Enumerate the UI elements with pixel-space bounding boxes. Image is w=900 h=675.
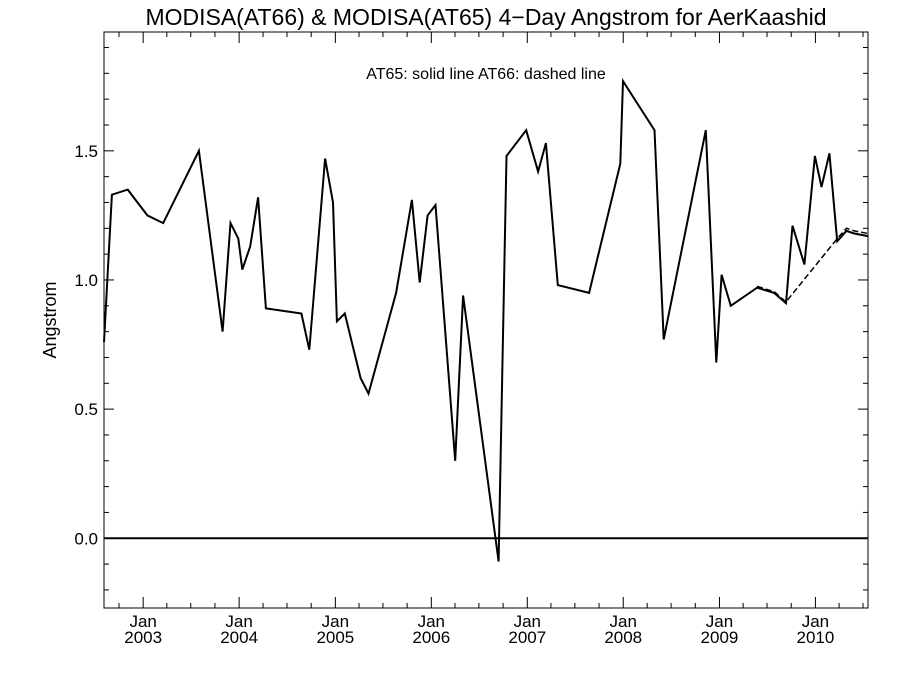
y-axis-ticks: 0.0 0.5 1.0 1.5 bbox=[74, 46, 868, 591]
x-tick-label-month: Jan bbox=[322, 612, 349, 631]
y-tick-label: 1.0 bbox=[74, 271, 98, 290]
plot-frame bbox=[103, 31, 869, 609]
x-tick-label-year: 2004 bbox=[220, 628, 258, 647]
x-tick-label-month: Jan bbox=[706, 612, 733, 631]
x-axis-ticks: Jan2003Jan2004Jan2005Jan2006Jan2007Jan20… bbox=[118, 32, 864, 647]
x-tick-label-year: 2005 bbox=[316, 628, 354, 647]
x-tick-label-month: Jan bbox=[610, 612, 637, 631]
y-tick-label: 1.5 bbox=[74, 142, 98, 161]
y-tick-label: 0.5 bbox=[74, 400, 98, 419]
series-group bbox=[103, 77, 869, 562]
x-tick-label-month: Jan bbox=[129, 612, 156, 631]
x-tick-label-month: Jan bbox=[418, 612, 445, 631]
x-tick-label-year: 2007 bbox=[508, 628, 546, 647]
x-tick-label-month: Jan bbox=[225, 612, 252, 631]
x-tick-label-month: Jan bbox=[514, 612, 541, 631]
series-line-at65 bbox=[103, 77, 869, 562]
x-tick-label-year: 2008 bbox=[604, 628, 642, 647]
y-axis-label: Angstrom bbox=[40, 281, 60, 358]
chart-title: MODISA(AT66) & MODISA(AT65) 4−Day Angstr… bbox=[145, 4, 826, 30]
x-tick-label-year: 2003 bbox=[124, 628, 162, 647]
y-tick-label: 0.0 bbox=[74, 529, 98, 548]
x-tick-label-year: 2010 bbox=[797, 628, 835, 647]
line-style-annotation: AT65: solid line AT66: dashed line bbox=[366, 66, 606, 83]
series-line-at66 bbox=[756, 227, 869, 303]
x-tick-label-month: Jan bbox=[802, 612, 829, 631]
x-tick-label-year: 2009 bbox=[701, 628, 739, 647]
x-tick-label-year: 2006 bbox=[412, 628, 450, 647]
